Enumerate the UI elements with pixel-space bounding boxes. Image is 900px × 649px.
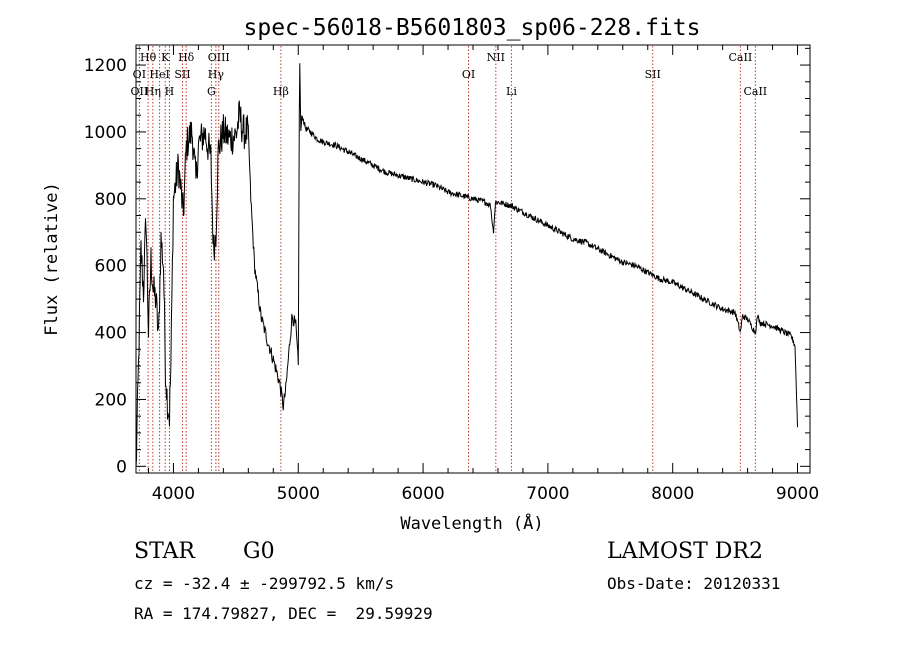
line-label: Hβ xyxy=(273,85,289,98)
line-label: Hθ xyxy=(140,51,157,64)
line-label: Hδ xyxy=(178,51,195,64)
line-label: Hγ xyxy=(208,68,225,81)
chart-title: spec-56018-B5601803_sp06-228.fits xyxy=(244,15,701,41)
obs-date: Obs-Date: 20120331 xyxy=(607,574,781,593)
x-tick-label: 8000 xyxy=(651,484,694,504)
x-tick-label: 5000 xyxy=(277,484,320,504)
y-tick-label: 1200 xyxy=(84,56,127,76)
line-label: OIII xyxy=(208,51,230,64)
line-label: OII xyxy=(131,85,149,98)
object-class: STAR xyxy=(134,539,195,564)
y-axis-label: Flux (relative) xyxy=(42,182,62,336)
y-tick-label: 1000 xyxy=(84,123,127,143)
line-label: SII xyxy=(174,68,190,81)
plot-frame xyxy=(135,44,811,474)
cz-line: cz = -32.4 ± -299792.5 km/s xyxy=(134,574,395,593)
line-label: Hη xyxy=(145,85,161,98)
survey-name: LAMOST DR2 xyxy=(607,539,763,564)
line-label: HeI xyxy=(149,68,169,81)
spectrum-chart: spec-56018-B5601803_sp06-228.fits Hθ K Hδ O… xyxy=(42,15,819,534)
y-tick-label: 600 xyxy=(95,257,127,277)
x-tick-label: 9000 xyxy=(776,484,819,504)
axis-ticks: 4000 5000 6000 7000 8000 9000 0 200 400 600 800 100… xyxy=(84,45,819,504)
line-label: SII xyxy=(645,68,661,81)
spectral-line-markers xyxy=(138,46,756,472)
y-tick-label: 800 xyxy=(95,190,127,210)
radec-line: RA = 174.79827, DEC = 29.59929 xyxy=(134,604,433,623)
line-label: CaII xyxy=(729,51,753,64)
line-label: CaII xyxy=(743,85,767,98)
y-tick-label: 0 xyxy=(116,457,127,477)
x-tick-label: 7000 xyxy=(526,484,569,504)
x-tick-label: 4000 xyxy=(152,484,195,504)
line-label: NII xyxy=(487,51,505,64)
y-tick-label: 200 xyxy=(95,390,127,410)
line-label: G xyxy=(207,85,216,98)
line-label: OI xyxy=(462,68,475,81)
line-label: Li xyxy=(506,85,517,98)
spectrum-line xyxy=(135,63,798,468)
line-label: H xyxy=(165,85,175,98)
line-label: K xyxy=(161,51,170,64)
x-tick-label: 6000 xyxy=(401,484,444,504)
x-axis-label: Wavelength (Å) xyxy=(400,512,543,534)
y-tick-label: 400 xyxy=(95,324,127,344)
line-label: OI xyxy=(133,68,146,81)
subclass: G0 xyxy=(243,539,275,564)
